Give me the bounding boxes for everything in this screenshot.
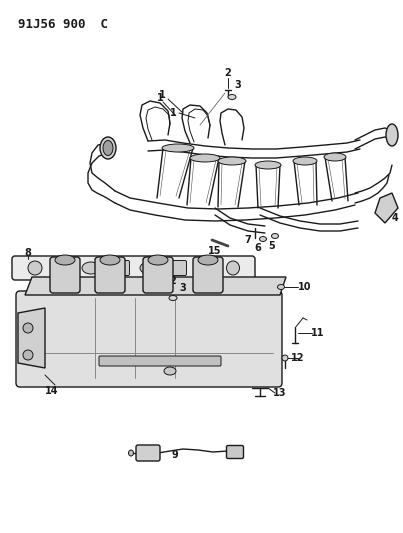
Ellipse shape <box>386 124 398 146</box>
Ellipse shape <box>82 262 100 274</box>
Ellipse shape <box>198 255 218 265</box>
Text: 9: 9 <box>172 450 179 460</box>
Text: 6: 6 <box>255 243 262 253</box>
Text: 11: 11 <box>311 328 325 338</box>
Text: 2: 2 <box>170 276 177 286</box>
FancyBboxPatch shape <box>95 257 125 293</box>
Ellipse shape <box>293 157 317 165</box>
Ellipse shape <box>169 295 177 301</box>
Ellipse shape <box>278 285 285 289</box>
FancyBboxPatch shape <box>193 257 223 293</box>
FancyBboxPatch shape <box>54 261 73 276</box>
Text: 10: 10 <box>298 282 312 292</box>
Ellipse shape <box>196 262 214 274</box>
Ellipse shape <box>272 233 278 238</box>
FancyBboxPatch shape <box>143 257 173 293</box>
Polygon shape <box>25 277 286 295</box>
Text: 3: 3 <box>235 80 241 90</box>
Ellipse shape <box>255 161 281 169</box>
Text: 7: 7 <box>245 235 251 245</box>
Ellipse shape <box>23 323 33 333</box>
Text: 4: 4 <box>392 213 399 223</box>
FancyBboxPatch shape <box>12 256 255 280</box>
Text: 13: 13 <box>273 388 287 398</box>
Text: 2: 2 <box>224 68 231 78</box>
FancyBboxPatch shape <box>50 257 80 293</box>
FancyBboxPatch shape <box>110 261 129 276</box>
Text: 12: 12 <box>291 353 305 363</box>
FancyBboxPatch shape <box>168 261 187 276</box>
Ellipse shape <box>226 261 239 275</box>
Ellipse shape <box>23 350 33 360</box>
Ellipse shape <box>55 255 75 265</box>
Text: 1: 1 <box>159 90 165 100</box>
Ellipse shape <box>164 367 176 375</box>
Ellipse shape <box>129 450 133 456</box>
Text: 1: 1 <box>157 93 163 103</box>
Ellipse shape <box>100 137 116 159</box>
Ellipse shape <box>324 153 346 161</box>
Ellipse shape <box>140 262 158 274</box>
Text: 14: 14 <box>45 386 59 396</box>
FancyBboxPatch shape <box>99 356 221 366</box>
FancyBboxPatch shape <box>16 291 282 387</box>
Ellipse shape <box>28 261 42 275</box>
FancyBboxPatch shape <box>226 446 243 458</box>
Text: 5: 5 <box>269 241 275 251</box>
Text: 3: 3 <box>180 283 186 293</box>
Ellipse shape <box>282 355 288 361</box>
Ellipse shape <box>162 144 194 152</box>
FancyBboxPatch shape <box>136 445 160 461</box>
Ellipse shape <box>218 157 246 165</box>
Text: 8: 8 <box>25 248 31 258</box>
Ellipse shape <box>103 141 113 156</box>
Polygon shape <box>18 308 45 368</box>
Ellipse shape <box>228 94 236 100</box>
Text: 15: 15 <box>208 246 222 256</box>
Text: 91J56 900  C: 91J56 900 C <box>18 18 108 31</box>
Ellipse shape <box>260 237 266 241</box>
Ellipse shape <box>100 255 120 265</box>
Ellipse shape <box>190 154 220 162</box>
Polygon shape <box>375 193 398 223</box>
Text: 1: 1 <box>170 108 177 118</box>
Ellipse shape <box>148 255 168 265</box>
